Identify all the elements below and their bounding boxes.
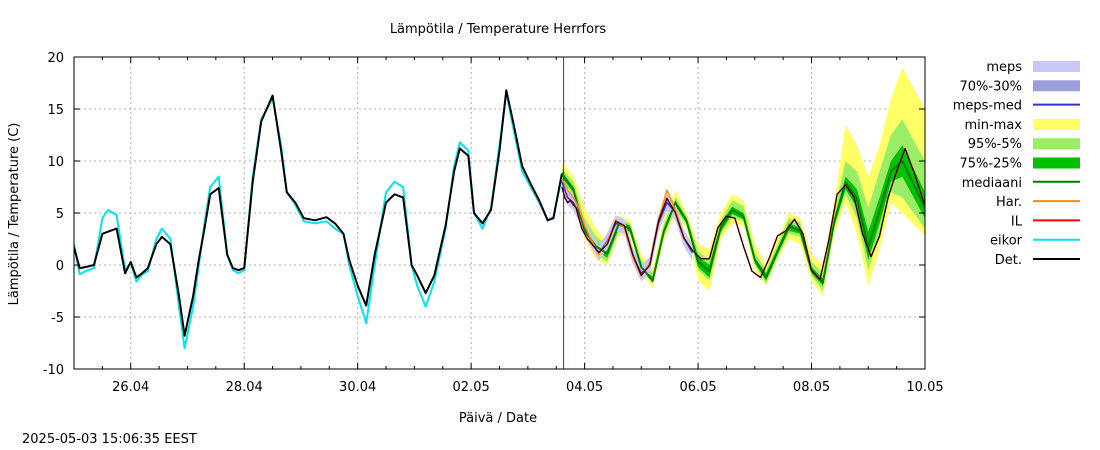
x-tick-label: 10.05 [906,380,943,395]
grid [74,57,925,369]
legend-swatch [1033,138,1080,150]
legend-label: Har. [996,195,1022,210]
y-tick-label: 20 [47,51,64,66]
y-tick-label: 0 [56,259,64,274]
line-det [74,89,563,337]
x-tick-label: 26.04 [112,380,149,395]
x-tick-label: 06.05 [679,380,716,395]
line-det-forecast [561,148,925,281]
band-95-5 [561,119,925,292]
legend-label: 75%-25% [960,157,1022,172]
timestamp: 2025-05-03 15:06:35 EEST [22,432,197,447]
legend-label: mediaani [962,176,1022,191]
axis-ticks: -10 -5 0 5 10 15 20 26.04 28.04 30.04 02.05 04.05 06… [43,51,944,395]
y-tick-label: -10 [43,363,64,378]
x-tick-label: 08.05 [793,380,830,395]
legend-label: meps [986,60,1022,75]
y-axis-label: Lämpötila / Temperature (C) [7,123,22,306]
line-eikor [74,91,563,350]
x-tick-label: 04.05 [566,380,603,395]
legend-swatch [1033,61,1080,72]
legend-label: meps-med [953,99,1022,114]
legend-label: 95%-5% [968,137,1022,152]
legend-label: min-max [964,118,1022,133]
y-tick-label: 5 [56,207,64,222]
y-tick-label: 10 [47,155,64,170]
x-tick-label: 28.04 [226,380,263,395]
legend-label: 70%-30% [960,79,1022,94]
legend-swatch [1033,80,1080,92]
legend-swatch [1033,157,1080,169]
legend-label: eikor [990,234,1023,249]
legend-label: IL [1011,214,1023,229]
line-har [561,178,685,278]
legend-label: Det. [995,253,1022,268]
chart-title: Lämpötila / Temperature Herrfors [390,22,607,37]
y-tick-label: -5 [51,311,64,326]
x-axis-label: Päivä / Date [459,411,537,426]
x-tick-label: 30.04 [339,380,376,395]
legend-swatch [1033,118,1080,130]
series-lines [74,57,925,369]
band-meps [561,175,693,282]
y-tick-label: 15 [47,103,64,118]
ensemble-bands [561,67,925,297]
x-tick-label: 02.05 [453,380,490,395]
legend: meps 70%-30% meps-med min-max 95%-5% 75%-25% m… [953,60,1080,268]
